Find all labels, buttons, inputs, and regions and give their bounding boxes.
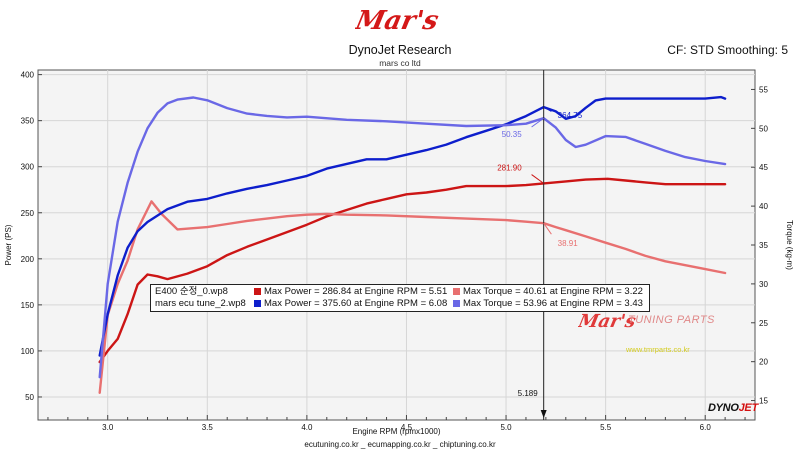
mars-logo: Mar's <box>355 5 441 36</box>
page-subtitle: mars co ltd <box>379 58 421 68</box>
y2-axis-label: Torque (kg-m) <box>785 220 794 270</box>
y-tick-label: 300 <box>21 163 35 172</box>
watermark-text: TUNING PARTS <box>628 314 715 326</box>
y2-tick-label: 35 <box>759 241 768 250</box>
annotation-label: 38.91 <box>558 239 579 248</box>
annotation-leader <box>543 222 552 235</box>
legend-row: E400 순정_0.wp8 Max Power = 286.84 at Engi… <box>151 286 649 298</box>
y2-tick-label: 45 <box>759 163 768 172</box>
y2-tick-label: 40 <box>759 202 768 211</box>
brand-text-b: JET <box>738 402 759 414</box>
x-tick-label: 5.5 <box>600 423 612 432</box>
x-tick-label: 5.0 <box>500 423 512 432</box>
legend-power-swatch <box>254 300 261 307</box>
dynojet-brand: DYNOJET <box>708 402 758 414</box>
annotation-leader <box>531 117 544 128</box>
plot-area <box>37 69 756 421</box>
legend-torque-swatch <box>453 288 460 295</box>
legend-file-name: E400 순정_0.wp8 <box>155 286 228 297</box>
annotation-label: 281.90 <box>497 163 522 172</box>
y2-tick-label: 20 <box>759 358 768 367</box>
correction-factor-info: CF: STD Smoothing: 5 <box>667 43 788 57</box>
page-title: DynoJet Research <box>348 43 452 57</box>
mars-logo-text: Mar's <box>355 5 441 36</box>
watermark-logo: Mar's <box>578 311 638 332</box>
annotation-leader <box>543 106 552 112</box>
y-tick-label: 150 <box>21 301 35 310</box>
series-line <box>98 96 727 379</box>
y-tick-label: 350 <box>21 117 35 126</box>
x-axis-label: Engine RPM (rpmx1000) <box>352 427 440 436</box>
annotation-leader <box>531 174 544 184</box>
series-line <box>98 177 727 364</box>
legend-max-torque: Max Torque = 40.61 at Engine RPM = 3.22 <box>463 286 643 297</box>
x-tick-label: 3.0 <box>102 423 114 432</box>
series-line <box>98 95 727 357</box>
y2-tick-label: 25 <box>759 319 768 328</box>
legend-max-power: Max Power = 375.60 at Engine RPM = 6.08 <box>264 298 448 309</box>
legend-power-swatch <box>254 288 261 295</box>
legend-torque-swatch <box>453 300 460 307</box>
y2-tick-label: 30 <box>759 280 768 289</box>
y-tick-label: 250 <box>21 209 35 218</box>
legend-max-power: Max Power = 286.84 at Engine RPM = 5.51 <box>264 286 448 297</box>
y2-tick-label: 55 <box>759 85 768 94</box>
y-tick-label: 100 <box>21 347 35 356</box>
footer-text: ecutuning.co.kr _ ecumapping.co.kr _ chi… <box>304 440 496 449</box>
annotation-label: 50.35 <box>502 130 523 139</box>
x-tick-label: 3.5 <box>202 423 214 432</box>
y2-tick-label: 15 <box>759 397 768 406</box>
x-tick-label: 4.0 <box>301 423 313 432</box>
watermark-url: www.tmrparts.co.kr <box>626 345 690 354</box>
x-tick-label: 4.5 <box>401 423 413 432</box>
y-tick-label: 400 <box>21 71 35 80</box>
cursor-label: 5.189 <box>518 389 539 398</box>
annotation-label: 364.75 <box>558 111 583 120</box>
legend: E400 순정_0.wp8 Max Power = 286.84 at Engi… <box>150 284 650 312</box>
y-tick-label: 50 <box>25 393 34 402</box>
series-line <box>98 200 727 394</box>
watermark-logo-text: Mar's <box>578 311 638 332</box>
brand-text-a: DYNO <box>708 402 739 414</box>
legend-file-name: mars ecu tune_2.wp8 <box>155 298 246 309</box>
y-axis-label: Power (PS) <box>4 224 13 265</box>
y2-tick-label: 50 <box>759 124 768 133</box>
legend-row: mars ecu tune_2.wp8 Max Power = 375.60 a… <box>151 298 649 310</box>
x-tick-label: 6.0 <box>700 423 712 432</box>
y-tick-label: 200 <box>21 255 35 264</box>
cursor-marker <box>540 410 547 418</box>
legend-max-torque: Max Torque = 53.96 at Engine RPM = 3.43 <box>463 298 643 309</box>
